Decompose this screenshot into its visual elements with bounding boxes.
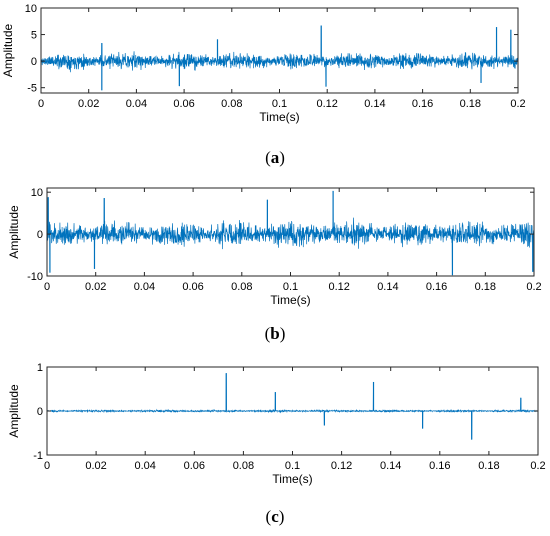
panel-caption-c: (c)	[266, 507, 285, 526]
x-tick-label-c-3: 0.06	[184, 460, 205, 472]
y-tick-label-a-2: 5	[31, 30, 37, 42]
x-tick-label-a-4: 0.08	[221, 98, 242, 110]
x-tick-label-b-3: 0.06	[182, 281, 203, 293]
x-axis-label-c: Time(s)	[272, 472, 312, 486]
x-tick-label-b-4: 0.08	[231, 281, 252, 293]
x-tick-label-c-9: 0.18	[478, 460, 499, 472]
y-tick-label-a-1: 0	[31, 56, 37, 68]
panel-caption-b: (b)	[265, 324, 286, 343]
x-tick-label-a-5: 0.1	[272, 98, 287, 110]
signal-line-b	[47, 190, 534, 276]
x-tick-label-b-10: 0.2	[526, 281, 541, 293]
x-tick-label-b-6: 0.12	[328, 281, 349, 293]
y-tick-label-a-3: 10	[25, 3, 37, 15]
x-axis-label-a: Time(s)	[259, 110, 299, 124]
panel-caption-a: (a)	[265, 148, 285, 167]
y-tick-label-b-1: 0	[37, 229, 43, 241]
x-tick-label-a-10: 0.2	[510, 98, 525, 110]
x-tick-label-a-2: 0.04	[126, 98, 147, 110]
x-tick-label-b-5: 0.1	[283, 281, 298, 293]
x-tick-label-c-0: 0	[44, 460, 50, 472]
x-tick-label-a-9: 0.18	[460, 98, 481, 110]
x-tick-label-c-4: 0.08	[233, 460, 254, 472]
x-tick-label-a-0: 0	[38, 98, 44, 110]
x-tick-label-c-1: 0.02	[85, 460, 106, 472]
x-tick-label-b-9: 0.18	[475, 281, 496, 293]
x-tick-label-b-0: 0	[44, 281, 50, 293]
x-tick-label-a-3: 0.06	[173, 98, 194, 110]
chart-panel-a: 0 0.02 0.04 0.06 0.08 0.1 0.12 0.14 0.16 0.18 0.2 -…	[1, 3, 526, 167]
x-tick-label-c-7: 0.14	[380, 460, 401, 472]
signal-line-a	[41, 25, 518, 87]
x-tick-label-c-8: 0.16	[429, 460, 450, 472]
x-axis-label-b: Time(s)	[270, 293, 310, 307]
x-tick-label-a-7: 0.14	[364, 98, 385, 110]
y-tick-label-b-2: 10	[31, 187, 43, 199]
x-tick-label-b-8: 0.16	[426, 281, 447, 293]
x-tick-label-a-8: 0.16	[412, 98, 433, 110]
signal-line-c	[47, 373, 538, 440]
y-tick-label-a-0: -5	[27, 83, 37, 95]
x-tick-label-a-1: 0.02	[78, 98, 99, 110]
x-tick-label-b-2: 0.04	[134, 281, 155, 293]
x-tick-label-c-5: 0.1	[285, 460, 300, 472]
axes-box-a	[40, 7, 519, 94]
x-tick-label-a-6: 0.12	[316, 98, 337, 110]
y-axis-label-a: Amplitude	[1, 24, 15, 78]
x-tick-label-b-1: 0.02	[85, 281, 106, 293]
y-tick-label-c-1: 0	[37, 406, 43, 418]
chart-panel-b: 0 0.02 0.04 0.06 0.08 0.1 0.12 0.14 0.16 0.18 0.2 -…	[7, 187, 542, 343]
x-tick-label-b-7: 0.14	[377, 281, 398, 293]
y-tick-label-c-0: -1	[33, 450, 43, 462]
chart-panel-c: 0 0.02 0.04 0.06 0.08 0.1 0.12 0.14 0.16 0.18 0.2 -…	[7, 362, 546, 526]
x-tick-label-c-2: 0.04	[134, 460, 155, 472]
y-axis-label-b: Amplitude	[7, 205, 21, 259]
y-tick-label-c-2: 1	[37, 362, 43, 374]
y-axis-label-c: Amplitude	[7, 384, 21, 438]
x-tick-label-c-6: 0.12	[331, 460, 352, 472]
x-tick-label-c-10: 0.2	[530, 460, 545, 472]
y-tick-label-b-0: -10	[27, 271, 43, 283]
